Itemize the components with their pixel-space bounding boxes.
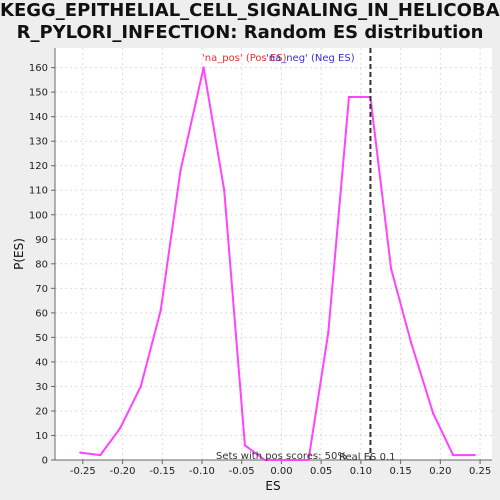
data-point: [432, 412, 435, 415]
data-point: [307, 458, 310, 462]
chart-title-line-2: R_PYLORI_INFECTION: Random ES distributi…: [16, 22, 484, 43]
y-tick-label: 120: [29, 161, 48, 172]
data-point: [202, 66, 205, 69]
data-point: [118, 426, 122, 430]
x-tick-label: -0.25: [70, 466, 96, 477]
data-point: [409, 341, 413, 344]
x-tick-label: 0.20: [429, 466, 451, 477]
y-axis-label: P(ES): [12, 238, 26, 270]
x-tick-label: 0.15: [389, 466, 411, 477]
data-point: [99, 453, 102, 457]
x-tick-label: 0.00: [270, 466, 292, 477]
data-point: [139, 385, 143, 388]
data-point: [79, 451, 82, 454]
data-point: [451, 453, 455, 457]
y-tick-label: 140: [29, 112, 48, 123]
legend-entry-neg: 'na_neg' (Neg ES): [266, 53, 355, 64]
data-point: [223, 189, 226, 192]
real-es-label: Real ES 0.1: [339, 452, 395, 463]
y-tick-label: 10: [35, 431, 48, 442]
data-point: [243, 444, 247, 447]
x-tick-label: 0.25: [469, 466, 491, 477]
chart-title-line-1: KEGG_EPITHELIAL_CELL_SIGNALING_IN_HELICO…: [0, 0, 500, 21]
data-point: [263, 458, 266, 462]
data-point: [327, 331, 330, 334]
y-tick-label: 90: [35, 235, 48, 246]
x-tick-label: 0.10: [350, 466, 372, 477]
data-point: [389, 267, 393, 270]
data-point: [179, 169, 182, 172]
y-tick-label: 70: [35, 284, 48, 295]
gridlines: [55, 48, 492, 461]
y-tick-label: 0: [42, 456, 48, 467]
y-tick-label: 160: [29, 63, 48, 74]
x-tick-label: -0.05: [229, 466, 255, 477]
data-point: [159, 309, 162, 312]
tick-labels: 0 10 20 30 40 50 60 70 80 90 100 110 120 130 140 150 160…: [29, 63, 491, 477]
y-tick-label: 110: [29, 186, 48, 197]
y-tick-label: 50: [35, 333, 48, 344]
y-tick-label: 20: [35, 406, 48, 417]
x-tick-label: -0.20: [110, 466, 136, 477]
y-tick-label: 30: [35, 382, 48, 393]
series-line-pos-es: [80, 66, 475, 461]
x-tick-label: -0.10: [189, 466, 215, 477]
y-tick-label: 150: [29, 88, 48, 99]
y-tick-label: 130: [29, 137, 48, 148]
x-tick-label: -0.15: [149, 466, 175, 477]
x-axis-label: ES: [265, 479, 280, 493]
chart-title: KEGG_EPITHELIAL_CELL_SIGNALING_IN_HELICO…: [0, 0, 500, 44]
y-tick-label: 40: [35, 357, 48, 368]
data-point: [284, 458, 287, 462]
y-tick-label: 80: [35, 259, 48, 270]
x-tick-label: 0.05: [310, 466, 332, 477]
data-point: [347, 95, 351, 99]
series-layer: [79, 66, 476, 462]
y-tick-label: 100: [29, 210, 48, 221]
pos-scores-annotation: Sets with pos scores: 50%: [216, 451, 347, 462]
data-point: [473, 453, 476, 457]
plot-area: [55, 48, 492, 460]
y-tick-label: 60: [35, 308, 48, 319]
legend-entry-pos: 'na_pos' (Pos ES): [202, 53, 287, 64]
